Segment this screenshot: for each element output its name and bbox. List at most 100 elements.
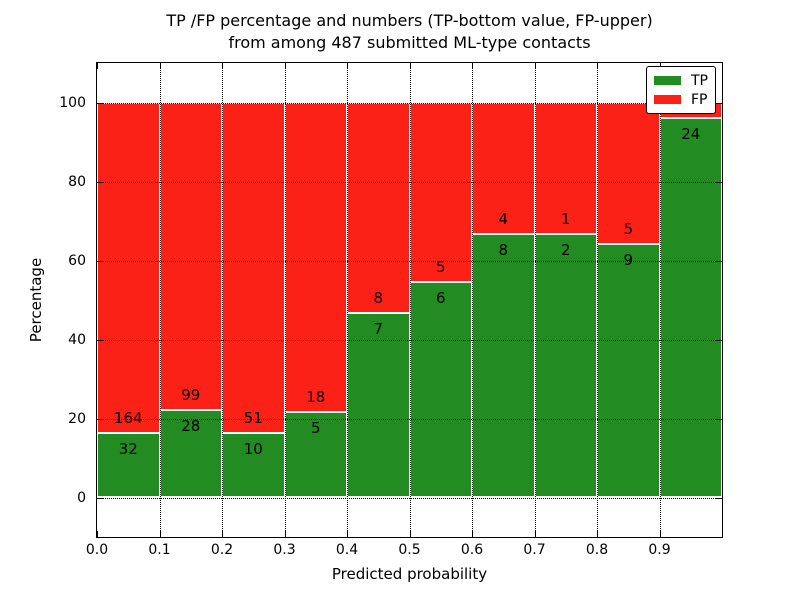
ytick-left-80 — [97, 181, 103, 183]
xtick-label-6: 0.6 — [460, 542, 484, 558]
xtick-top-8 — [597, 63, 598, 69]
bar-fp-label-6: 4 — [498, 210, 509, 229]
bar-tp-5 — [409, 282, 472, 498]
ytick-left-20 — [97, 418, 103, 420]
gridline-v-1 — [159, 63, 161, 537]
bar-tp-label-0: 32 — [118, 440, 138, 458]
ytick-right-100 — [716, 102, 722, 104]
xtick-top-1 — [159, 63, 161, 69]
gridline-v-2 — [222, 63, 223, 537]
bar-tp-label-2: 10 — [243, 439, 263, 458]
ytick-label-80: 80 — [68, 173, 86, 190]
gridline-v-4 — [347, 63, 348, 537]
x-axis-label: Predicted probability — [331, 565, 488, 583]
xtick-bottom-7 — [534, 531, 536, 537]
bar-tp-7 — [534, 234, 597, 498]
bar-tp-label-8: 9 — [623, 250, 634, 269]
legend-item-fp: FP — [654, 93, 708, 107]
xtick-top-3 — [284, 63, 286, 69]
ytick-right-40 — [716, 339, 722, 341]
xtick-label-5: 0.5 — [398, 542, 421, 558]
bar-tp-6 — [472, 234, 535, 498]
chart-title: TP /FP percentage and numbers (TP-bottom… — [96, 10, 723, 54]
xtick-bottom-9 — [659, 531, 661, 537]
bar-tp-1 — [159, 410, 222, 498]
xtick-label-7: 0.7 — [523, 542, 546, 558]
tp-color-swatch — [654, 76, 681, 85]
xtick-label-0: 0.0 — [85, 542, 109, 558]
ytick-label-60: 60 — [68, 252, 86, 269]
bar-fp-1 — [159, 102, 222, 411]
xtick-bottom-6 — [472, 531, 473, 537]
gridline-v-5 — [409, 63, 411, 537]
gridline-v-8 — [597, 63, 598, 537]
xtick-top-4 — [347, 63, 348, 69]
xtick-top-2 — [222, 63, 223, 69]
ytick-right-60 — [716, 260, 722, 262]
xtick-bottom-2 — [222, 531, 223, 537]
bar-tp-label-7: 2 — [560, 241, 571, 260]
xtick-label-8: 0.8 — [585, 542, 609, 558]
xtick-label-9: 0.9 — [648, 542, 671, 558]
xtick-bottom-3 — [284, 531, 286, 537]
xtick-bottom-1 — [159, 531, 161, 537]
ytick-label-100: 100 — [59, 94, 86, 111]
bar-tp-label-4: 7 — [373, 320, 384, 339]
legend: TP FP — [646, 66, 716, 114]
legend-label-tp: TP — [691, 72, 708, 89]
ytick-label-20: 20 — [68, 410, 86, 427]
xtick-bottom-0 — [97, 531, 98, 537]
legend-label-fp: FP — [691, 91, 708, 108]
bar-fp-label-1: 99 — [181, 386, 201, 405]
bar-fp-0 — [97, 102, 160, 433]
gridline-v-9 — [659, 63, 661, 537]
bar-tp-label-9: 24 — [681, 125, 701, 144]
bar-tp-label-6: 8 — [498, 241, 509, 260]
bar-fp-label-3: 18 — [306, 387, 326, 406]
bar-tp-9 — [659, 118, 722, 498]
bar-tp-3 — [284, 411, 347, 498]
xtick-label-4: 0.4 — [335, 542, 359, 558]
bar-tp-label-1: 28 — [181, 417, 201, 436]
ytick-left-100 — [97, 102, 103, 104]
bar-fp-label-8: 5 — [623, 219, 634, 238]
gridline-v-6 — [472, 63, 473, 537]
bar-tp-label-5: 6 — [435, 289, 446, 308]
ytick-label-40: 40 — [68, 331, 86, 348]
xtick-bottom-4 — [347, 531, 348, 537]
chart-title-line1: TP /FP percentage and numbers (TP-bottom… — [166, 11, 653, 30]
ytick-right-20 — [716, 418, 722, 420]
bar-tp-0 — [97, 433, 160, 498]
bar-fp-label-7: 1 — [560, 210, 571, 229]
xtick-top-0 — [97, 63, 98, 69]
xtick-bottom-8 — [597, 531, 598, 537]
ytick-right-0 — [716, 497, 722, 499]
xtick-label-1: 0.1 — [148, 542, 171, 558]
bar-tp-8 — [597, 243, 660, 498]
bar-fp-7 — [534, 102, 597, 235]
ytick-left-40 — [97, 339, 103, 341]
bar-fp-label-2: 51 — [243, 408, 263, 427]
bar-fp-label-4: 8 — [373, 289, 384, 308]
plot-area: TP FP 16432992851101858756481259124 — [96, 62, 723, 538]
ytick-left-60 — [97, 260, 103, 262]
bar-fp-3 — [284, 102, 347, 412]
xtick-bottom-5 — [409, 531, 411, 537]
bar-tp-label-3: 5 — [310, 418, 321, 437]
ytick-label-0: 0 — [77, 489, 86, 506]
xtick-label-2: 0.2 — [210, 542, 234, 558]
bar-fp-5 — [409, 102, 472, 283]
legend-item-tp: TP — [654, 74, 708, 88]
bar-fp-label-0: 164 — [113, 409, 143, 427]
xtick-top-7 — [534, 63, 536, 69]
xtick-label-3: 0.3 — [273, 542, 296, 558]
bar-fp-label-5: 5 — [435, 258, 446, 277]
xtick-top-5 — [409, 63, 411, 69]
gridline-v-3 — [284, 63, 286, 537]
bar-fp-4 — [347, 102, 410, 314]
bar-tp-4 — [347, 313, 410, 498]
fp-color-swatch — [654, 95, 681, 104]
xtick-top-6 — [472, 63, 473, 69]
ytick-left-0 — [97, 497, 103, 499]
